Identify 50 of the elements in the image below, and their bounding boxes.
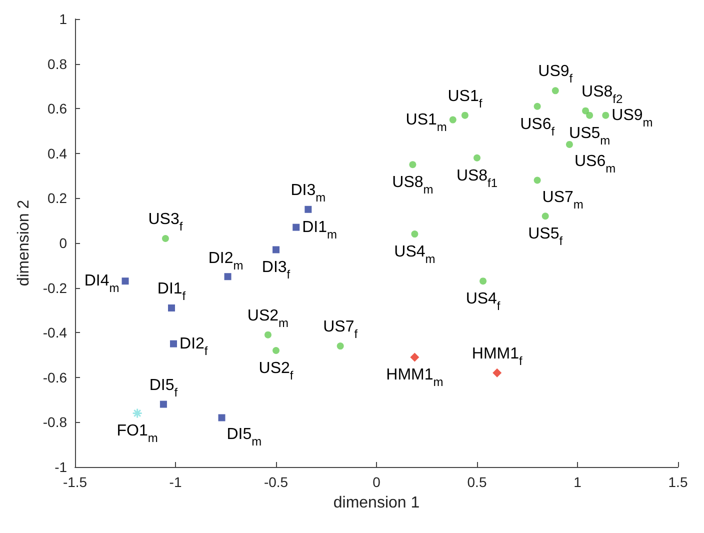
y-tick-label: -0.8	[42, 414, 68, 430]
x-tick-label: 0.5	[467, 474, 487, 490]
point	[272, 347, 280, 354]
point	[272, 246, 280, 254]
x-tick-label: -1.5	[62, 474, 88, 490]
point	[304, 206, 312, 213]
x-tick-label: 1.5	[668, 474, 688, 490]
point	[480, 278, 487, 285]
x-tick-label: -1	[169, 474, 182, 490]
point	[409, 161, 416, 168]
point	[542, 212, 549, 220]
point	[224, 273, 232, 280]
point	[292, 224, 300, 231]
point	[534, 176, 541, 184]
point	[410, 352, 420, 362]
point	[264, 331, 272, 338]
y-tick-label: 0.2	[48, 190, 68, 206]
point	[122, 278, 129, 285]
y-tick-label: -0.2	[42, 280, 68, 296]
point	[160, 400, 167, 408]
y-tick-label: 0	[59, 235, 68, 251]
x-tick-label: 1	[574, 474, 582, 490]
point	[168, 304, 175, 312]
point	[492, 368, 502, 378]
point	[162, 235, 169, 242]
point	[582, 107, 590, 114]
y-tick-label: 0.4	[48, 145, 68, 162]
y-tick-label: -0.4	[42, 324, 68, 341]
point	[411, 230, 418, 238]
y-tick-label: -1	[54, 459, 68, 475]
y-tick-label: 0.6	[48, 100, 68, 117]
point	[552, 87, 559, 94]
point	[586, 112, 594, 119]
y-axis-title: dimension 2	[16, 200, 32, 286]
point	[449, 116, 456, 124]
point	[566, 140, 573, 148]
x-tick-label: -0.5	[264, 474, 288, 490]
y-tick-label: -0.6	[42, 369, 68, 386]
x-tick-label: 0	[372, 474, 381, 490]
point	[461, 112, 468, 119]
y-tick-label: 1	[59, 11, 68, 27]
y-tick-label: 0.8	[48, 56, 68, 72]
point	[336, 342, 344, 350]
x-axis-title: dimension 1	[333, 494, 420, 512]
point	[132, 408, 143, 418]
point	[474, 154, 481, 162]
point	[170, 340, 178, 348]
point	[218, 414, 226, 422]
point	[534, 102, 541, 110]
point	[602, 112, 610, 119]
